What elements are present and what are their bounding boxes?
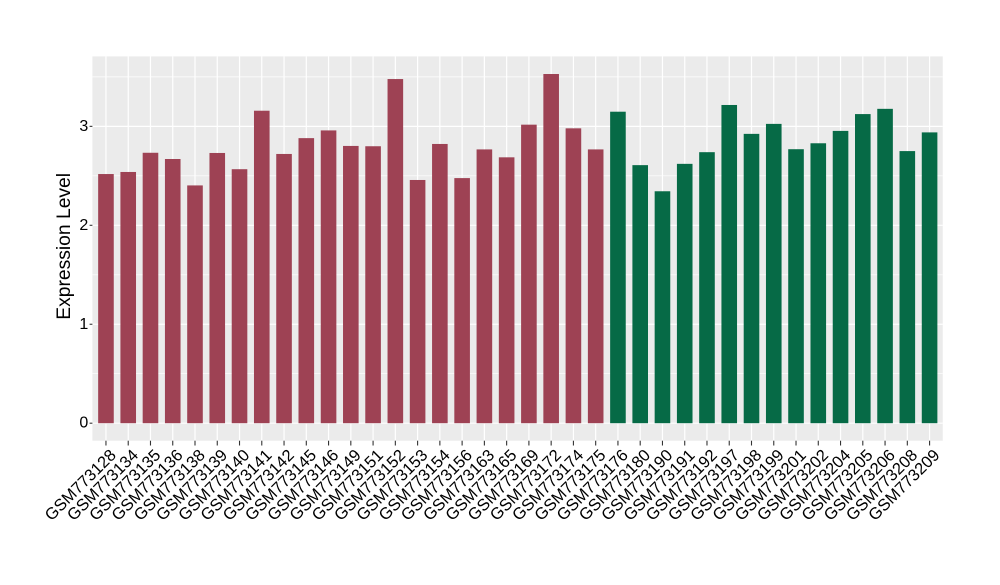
svg-text:Expression Level: Expression Level — [54, 173, 75, 320]
svg-text:1: 1 — [79, 316, 88, 333]
svg-text:3: 3 — [79, 118, 88, 135]
svg-text:0: 0 — [79, 415, 88, 432]
svg-text:2: 2 — [79, 217, 88, 234]
